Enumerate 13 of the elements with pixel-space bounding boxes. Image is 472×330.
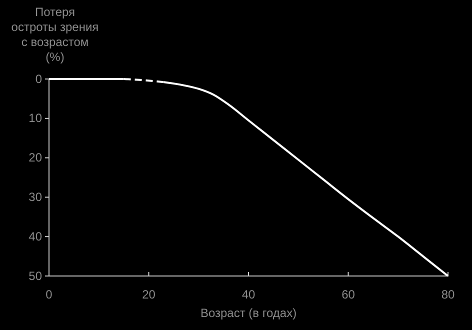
y-tick-label: 0 bbox=[35, 72, 42, 86]
y-tick-label: 10 bbox=[28, 111, 42, 126]
x-tick-label: 80 bbox=[441, 288, 455, 302]
y-axis-title: Потеря остроты зрения с возрастом (%) bbox=[11, 5, 99, 64]
y-tick-label: 20 bbox=[28, 150, 42, 165]
x-tick-label: 60 bbox=[342, 288, 356, 302]
x-tick-label: 20 bbox=[142, 288, 156, 302]
x-axis-title: Возраст (в годах) bbox=[200, 306, 297, 320]
y-tick-label: 40 bbox=[28, 229, 42, 244]
y-tick-label: 30 bbox=[28, 190, 42, 204]
x-tick-label: 0 bbox=[46, 288, 53, 302]
x-tick-label: 40 bbox=[242, 288, 256, 302]
y-tick-label: 50 bbox=[28, 268, 42, 283]
